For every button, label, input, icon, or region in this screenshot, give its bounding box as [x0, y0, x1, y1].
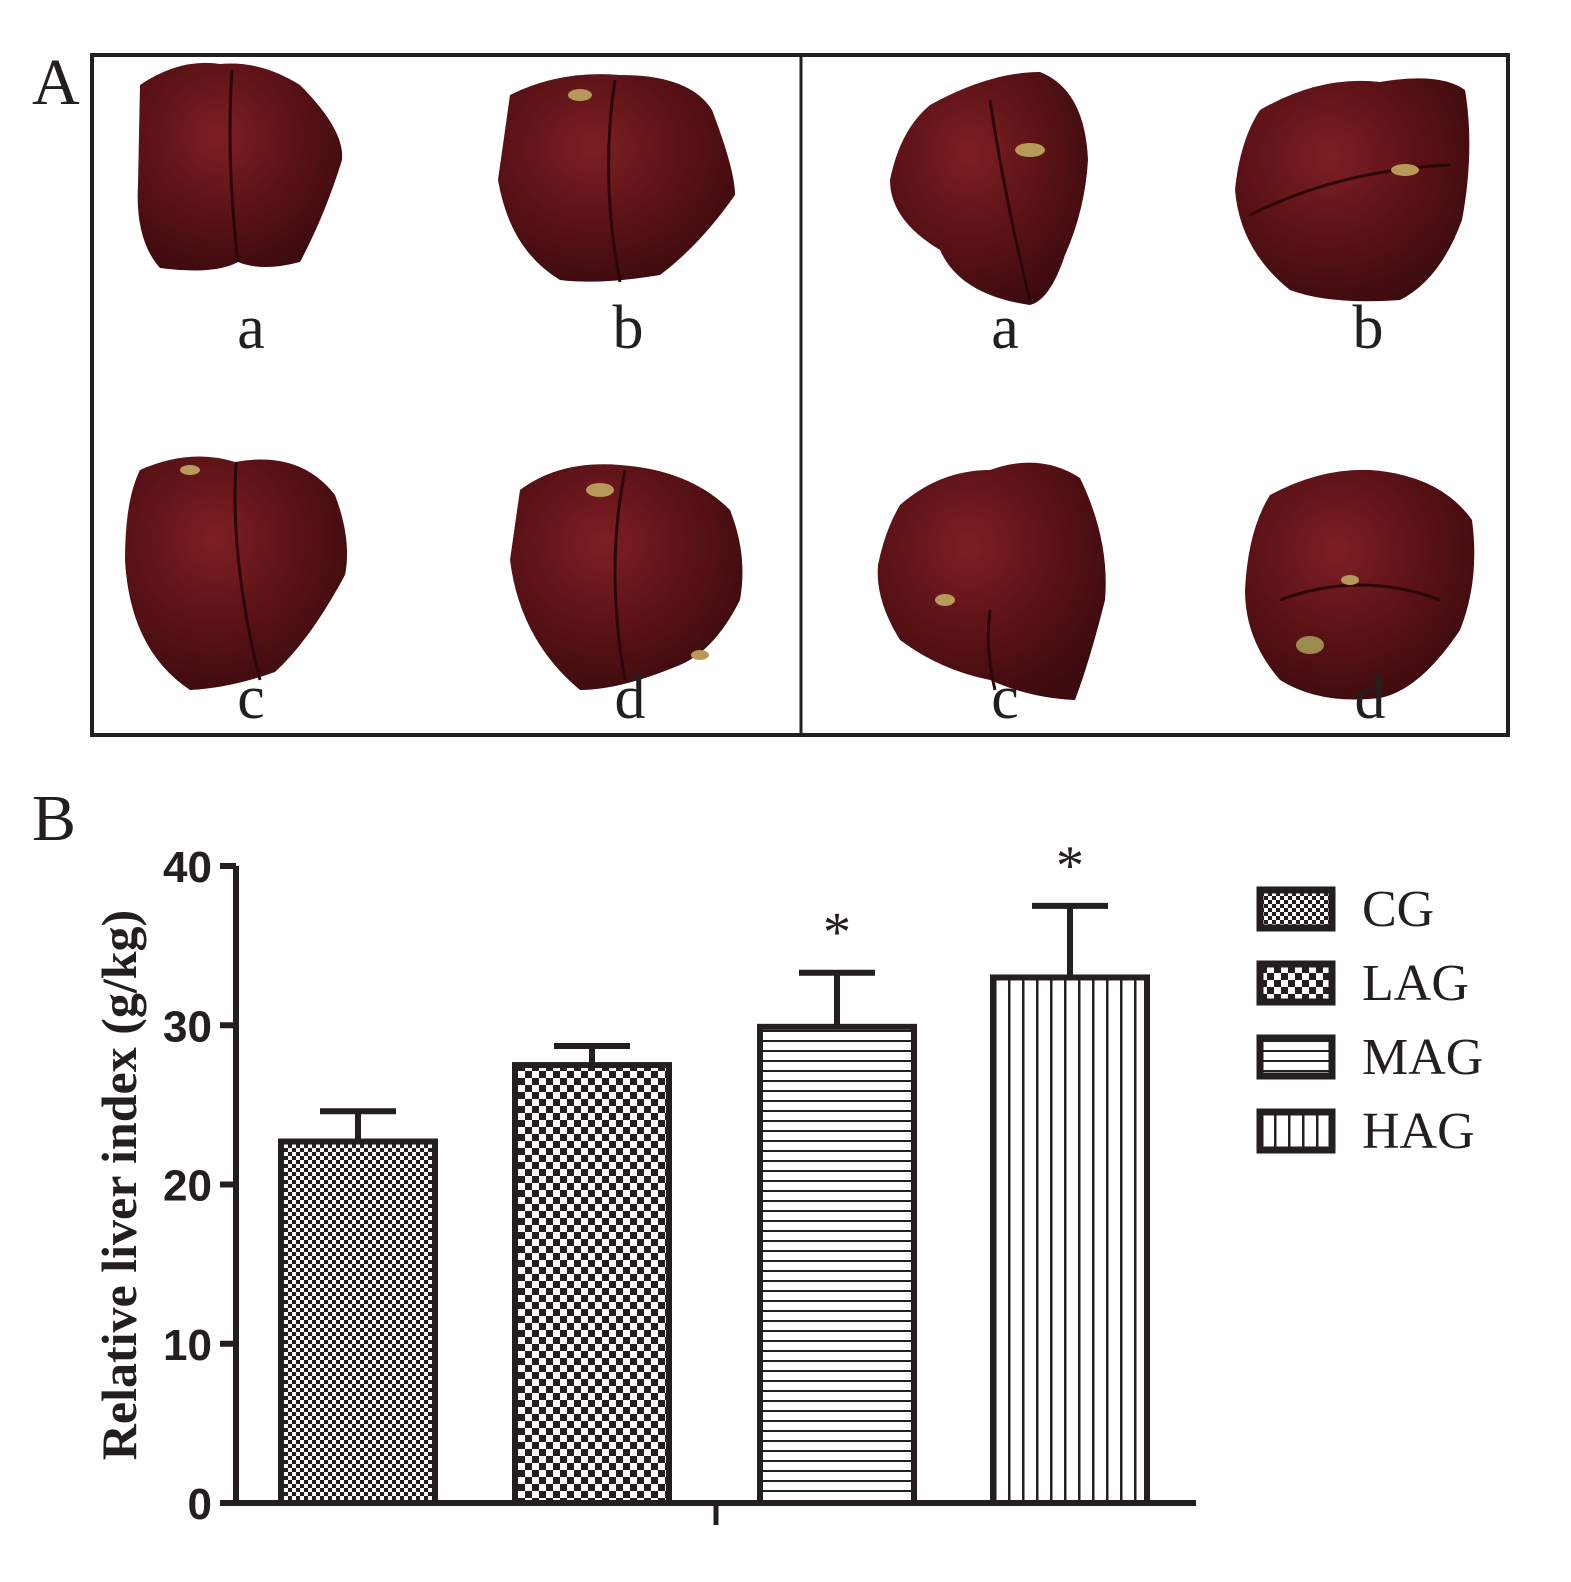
- liver-photo: [877, 462, 1106, 700]
- panel-b: B Relative liver index (g/kg) 010203040 …: [32, 782, 1483, 1529]
- liver-label: d: [1355, 664, 1386, 732]
- significance-marker: *: [823, 902, 851, 964]
- liver-photo: [125, 456, 348, 690]
- liver-label: a: [237, 294, 265, 362]
- liver-label: b: [613, 294, 644, 362]
- legend-item-cg: CG: [1256, 881, 1434, 938]
- y-tick-label: 30: [163, 1002, 212, 1051]
- liver-photo: [137, 62, 343, 271]
- liver-photo: [1245, 469, 1475, 700]
- significance-marker: *: [1056, 835, 1084, 897]
- bar-mag: [757, 1023, 917, 1507]
- panel-a: A a b c: [32, 46, 1510, 737]
- liver-photo: [498, 74, 735, 283]
- panel-a-label: A: [32, 46, 80, 119]
- bar-lag: [512, 1062, 672, 1506]
- legend-swatch: [1256, 960, 1336, 1006]
- liver-label: c: [991, 664, 1019, 732]
- bar-hag: [990, 974, 1150, 1506]
- legend-swatch: [1256, 1034, 1336, 1080]
- legend-label: HAG: [1362, 1103, 1475, 1160]
- liver-group-2: a b c d: [877, 72, 1475, 732]
- liver-photo: [510, 464, 743, 690]
- liver-label: d: [615, 664, 646, 732]
- liver-photo: [890, 72, 1088, 305]
- legend-item-lag: LAG: [1256, 955, 1469, 1012]
- bar-cg: [278, 1138, 438, 1506]
- liver-group-1: a b c d: [125, 62, 743, 732]
- legend-swatch: [1256, 1108, 1336, 1154]
- legend-swatch: [1256, 886, 1336, 932]
- x-axis: [233, 1500, 1196, 1525]
- liver-label: b: [1353, 294, 1384, 362]
- legend-label: CG: [1362, 881, 1434, 938]
- y-axis-title: Relative liver index (g/kg): [91, 910, 147, 1460]
- panel-b-label: B: [32, 782, 76, 855]
- liver-label: c: [237, 664, 265, 732]
- legend-item-mag: MAG: [1256, 1029, 1483, 1086]
- y-tick-label: 10: [163, 1321, 212, 1370]
- liver-label: a: [991, 294, 1019, 362]
- legend-label: LAG: [1362, 955, 1469, 1012]
- liver-photo: [1235, 78, 1470, 302]
- legend: CG LAG MAG HAG: [1256, 881, 1483, 1160]
- legend-item-hag: HAG: [1256, 1103, 1475, 1160]
- y-tick-label: 0: [188, 1480, 212, 1529]
- y-tick-label: 40: [163, 843, 212, 892]
- legend-label: MAG: [1362, 1029, 1483, 1086]
- y-tick-label: 20: [163, 1162, 212, 1211]
- bar-series: **: [278, 835, 1150, 1507]
- y-axis: 0 10 20 30 40: [163, 843, 239, 1529]
